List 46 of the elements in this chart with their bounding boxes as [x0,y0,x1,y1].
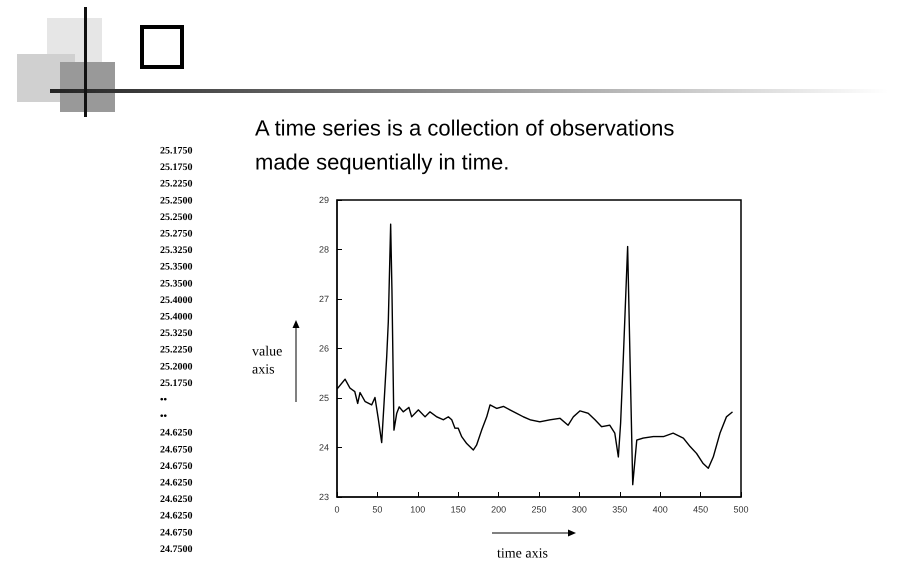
x-tick-label: 500 [733,504,749,514]
x-tick-label: 0 [334,504,340,514]
x-tick-label: 100 [410,504,426,514]
x-tick-label: 250 [531,504,547,514]
text: 24.6750 [160,527,192,538]
x-axis-title: time axis [497,546,548,562]
text: •• [160,411,168,422]
text: 25.4000 [160,312,192,322]
x-tick-label: 450 [693,504,708,514]
text: 25.1750 [160,378,192,389]
text: 24.6250 [160,510,192,522]
y-tick-label: 23 [318,492,329,502]
text: 25.2500 [160,195,192,206]
text: 24.6250 [160,478,192,488]
text: 25.2750 [160,228,192,240]
text: 24.7500 [160,544,192,555]
text: 24.6250 [160,428,192,439]
y-tick-label: 28 [318,244,329,254]
text: 25.2500 [160,212,192,223]
x-tick-label: 200 [491,504,506,514]
y-axis-title: value axis [252,344,286,378]
x-tick-label: 400 [652,504,668,514]
chart-title: A time series is a collection of observations made sequentially in time. [255,116,681,174]
text: 25.4000 [160,294,192,306]
text: 24.6250 [160,494,192,506]
text: 25.3500 [160,262,192,273]
text: 25.3250 [160,328,192,340]
text: 25.1750 [160,146,192,156]
x-tick-label: 300 [572,504,587,514]
y-tick-label: 25 [318,393,329,403]
x-tick-label: 350 [612,504,628,514]
text: 25.1750 [160,162,192,174]
text: 24.6750 [160,460,192,472]
text: •• [160,394,168,406]
text: 25.3500 [160,278,192,290]
text: 25.2250 [160,178,192,190]
text: 25.2250 [160,344,192,356]
y-tick-label: 26 [318,344,329,354]
text: 24.6750 [160,444,192,456]
y-tick-label: 24 [318,442,329,452]
text: 25.2000 [160,361,192,372]
x-tick-label: 50 [372,504,382,514]
y-tick-label: 27 [318,294,329,304]
text: 25.3250 [160,245,192,256]
y-tick-label: 29 [318,195,329,205]
x-tick-label: 150 [450,504,466,514]
